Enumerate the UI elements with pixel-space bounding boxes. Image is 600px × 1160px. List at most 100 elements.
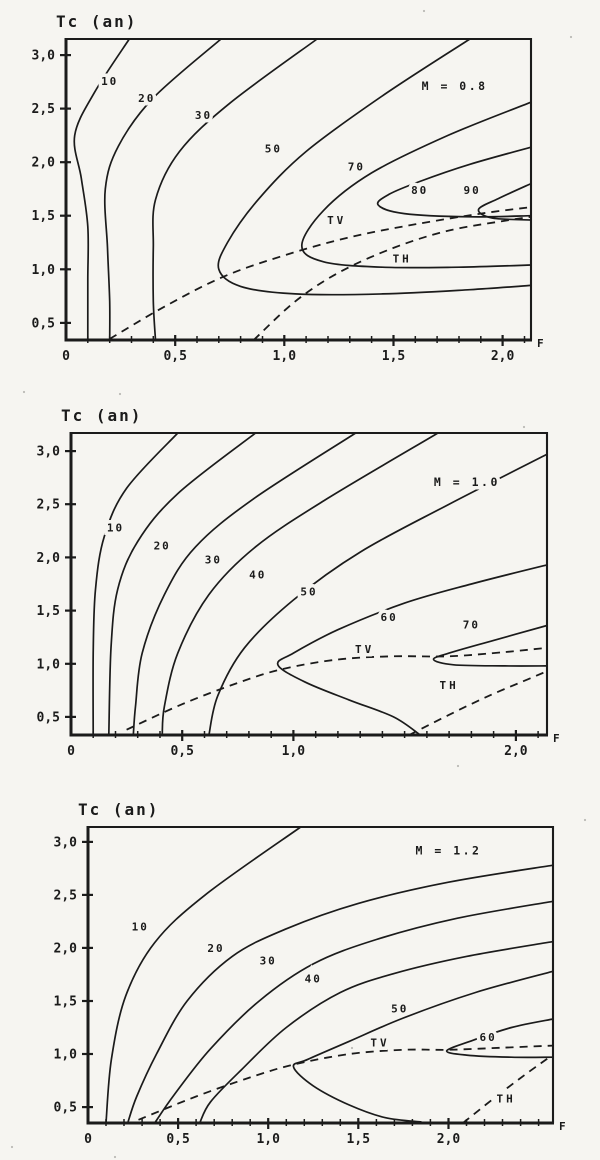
- contour-line-20: [107, 432, 257, 736]
- curve-label-tv: TV: [370, 1036, 389, 1049]
- scan-speck: [422, 9, 426, 13]
- contour-line-70: [300, 101, 532, 269]
- y-tick-label: 0,5: [32, 316, 55, 331]
- y-tick-label: 1,0: [32, 263, 56, 278]
- m-annotation: M = 0.8: [422, 79, 488, 93]
- contour-label-10: 10: [132, 921, 149, 934]
- contour-line-50: [208, 453, 548, 736]
- dashed-curve-th: [462, 1056, 550, 1124]
- y-tick-label: 2,5: [54, 888, 77, 903]
- scan-speck: [113, 1155, 117, 1159]
- contour-line-20: [103, 38, 222, 341]
- y-tick-label: 3,0: [37, 445, 61, 460]
- scan-speck: [569, 35, 573, 39]
- contour-line-90: [477, 182, 532, 221]
- axes: [86, 826, 554, 1125]
- contour-line-30: [153, 900, 554, 1124]
- y-tick-label: 0,5: [54, 1101, 77, 1116]
- axes: [69, 432, 548, 737]
- y-tick-label: 2,5: [32, 102, 55, 117]
- contour-line-50: [217, 38, 532, 296]
- y-tick-label: 2,5: [37, 498, 60, 513]
- dashed-curve-tv: [109, 206, 532, 340]
- contour-line-10: [92, 432, 179, 736]
- contour-plot-m2: 0 0,5 1,0 2,0 0,5 1,0 1,5 2,0 2,5 3,0 10 20 30 40 50 60…: [37, 406, 560, 759]
- curve-label-tv: TV: [355, 643, 374, 656]
- plot-title: Tc (an): [78, 800, 159, 819]
- contour-line-70: [432, 624, 548, 667]
- contour-label-40: 40: [249, 568, 266, 581]
- y-tick-label: 2,0: [54, 941, 78, 956]
- x-tick-label: 0,5: [163, 349, 186, 364]
- x-tick-label: 1,0: [282, 744, 306, 759]
- contour-line-60: [445, 1018, 554, 1059]
- contour-line-60: [276, 564, 548, 736]
- y-tick-label: 1,5: [37, 604, 60, 619]
- contour-label-10: 10: [101, 75, 118, 88]
- m-annotation: M = 1.2: [416, 843, 482, 857]
- contour-label-30: 30: [205, 554, 222, 567]
- curve-label-th: TH: [393, 253, 412, 266]
- contour-label-80: 80: [411, 184, 428, 197]
- curve-label-th: TH: [496, 1093, 515, 1106]
- scan-speck: [10, 1145, 14, 1149]
- contour-line-10: [73, 38, 131, 340]
- plot-title: Tc (an): [61, 406, 142, 425]
- contour-label-20: 20: [138, 92, 155, 105]
- scan-speck: [456, 764, 460, 768]
- dashed-curve-th: [408, 670, 548, 736]
- x-axis-label: F: [553, 732, 560, 745]
- contour-plot-m1: 0 0,5 1,0 1,5 2,0 0,5 1,0 1,5 2,0 2,5 3,0 10 20 30 50 7…: [32, 12, 544, 364]
- curve-label-th: TH: [439, 679, 458, 692]
- dashed-curve-tv: [126, 646, 548, 731]
- scan-speck: [522, 425, 526, 429]
- x-axis-label: F: [559, 1120, 566, 1133]
- contour-label-70: 70: [348, 161, 365, 174]
- scan-speck: [583, 818, 587, 822]
- x-tick-label: 2,0: [504, 744, 528, 759]
- contour-label-20: 20: [207, 942, 224, 955]
- x-tick-label: 0: [62, 349, 70, 364]
- scan-speck: [22, 390, 26, 394]
- contour-line-30: [132, 432, 357, 736]
- x-tick-label: 1,5: [347, 1132, 370, 1147]
- x-tick-label: 2,0: [437, 1132, 461, 1147]
- y-tick-label: 1,5: [32, 209, 55, 224]
- contour-label-50: 50: [265, 142, 282, 155]
- plot-frame: [88, 825, 555, 1123]
- contour-line-40: [198, 940, 554, 1124]
- contour-line-10: [105, 826, 302, 1124]
- contour-label-60: 60: [380, 611, 397, 624]
- x-tick-label: 0: [67, 744, 75, 759]
- y-tick-label: 1,0: [54, 1048, 78, 1063]
- y-tick-label: 3,0: [32, 49, 56, 64]
- contour-label-90: 90: [463, 184, 480, 197]
- scan-speck: [118, 392, 122, 396]
- x-tick-label: 0: [84, 1132, 92, 1147]
- contour-line-30: [152, 38, 318, 341]
- plot-title: Tc (an): [56, 12, 137, 31]
- y-tick-label: 0,5: [37, 710, 60, 725]
- curve-label-tv: TV: [327, 214, 346, 227]
- contour-label-70: 70: [463, 618, 480, 631]
- x-tick-label: 0,5: [166, 1132, 189, 1147]
- contour-label-60: 60: [479, 1031, 496, 1044]
- y-tick-label: 1,0: [37, 657, 61, 672]
- contour-label-20: 20: [154, 540, 171, 553]
- contour-plot-m3: 0 0,5 1,0 1,5 2,0 0,5 1,0 1,5 2,0 2,5 3,0 10 20 30 40 5…: [54, 800, 566, 1147]
- y-tick-label: 3,0: [54, 835, 78, 850]
- y-tick-label: 2,0: [37, 551, 61, 566]
- plot-frame: [71, 431, 549, 735]
- contour-line-20: [126, 864, 554, 1124]
- contour-label-50: 50: [300, 585, 317, 598]
- x-tick-label: 1,5: [382, 349, 405, 364]
- y-tick-label: 1,5: [54, 995, 77, 1010]
- axes: [64, 38, 532, 342]
- m-annotation: M = 1.0: [434, 475, 500, 489]
- x-axis-label: F: [537, 337, 544, 350]
- dashed-curve-th: [253, 215, 532, 341]
- contour-line-50: [292, 970, 554, 1123]
- contour-label-50: 50: [391, 1002, 408, 1015]
